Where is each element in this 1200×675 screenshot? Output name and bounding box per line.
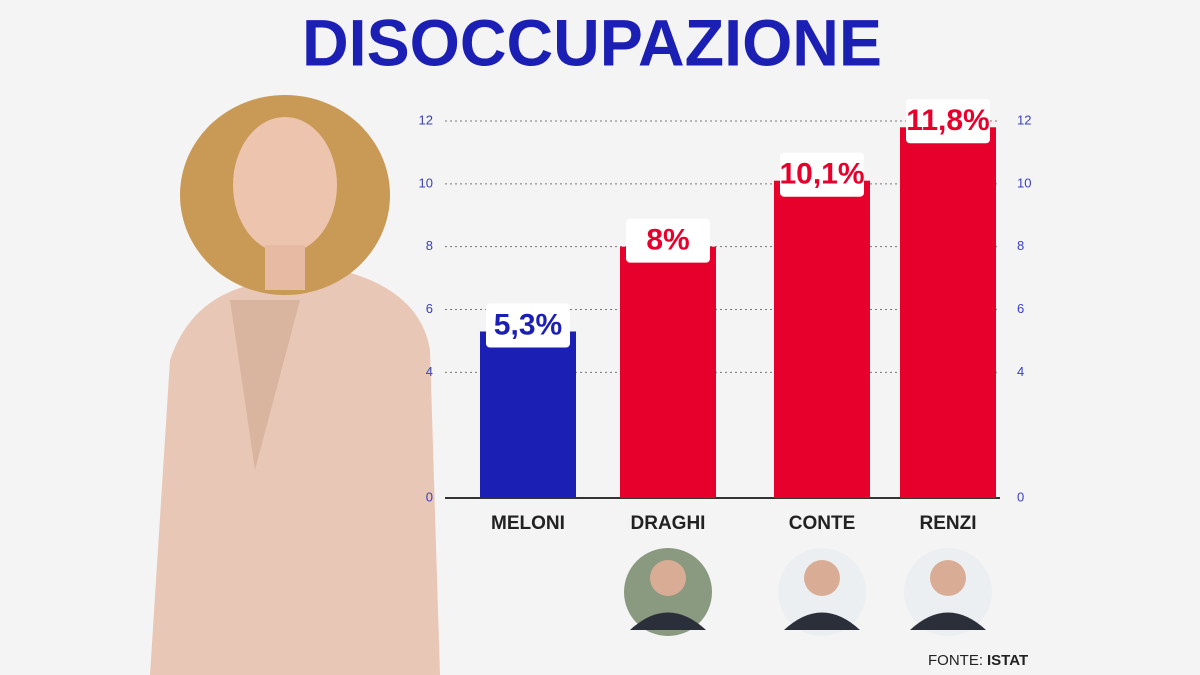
- value-label-box: [906, 99, 990, 144]
- source: ISTAT: [987, 652, 1028, 669]
- portrait-icons: [624, 548, 992, 636]
- y-tick-label: 0: [426, 489, 433, 504]
- y2-tick-label: 8: [1017, 238, 1024, 253]
- bar: [620, 246, 716, 498]
- chart-title: DISOCCUPAZIONE: [302, 5, 882, 79]
- x-tick-label: MELONI: [491, 513, 565, 534]
- y2-tick-label: 0: [1017, 489, 1024, 504]
- x-tick-label: RENZI: [920, 513, 977, 534]
- source-label: FONTE:: [928, 652, 983, 669]
- value-label: 5,3%: [494, 308, 562, 341]
- value-label: 10,1%: [779, 158, 864, 191]
- value-label: 11,8%: [906, 104, 989, 137]
- y2-tick-label: 12: [1017, 112, 1031, 127]
- value-label-box: [780, 152, 864, 197]
- y-tick-label: 6: [426, 301, 433, 316]
- value-label-box: [486, 303, 570, 348]
- y-tick-label: 12: [419, 112, 433, 127]
- x-tick-label: DRAGHI: [631, 513, 706, 534]
- value-label: 8%: [646, 224, 689, 257]
- bar: [774, 180, 870, 499]
- y-tick-label: 8: [426, 238, 433, 253]
- y-tick-label: 4: [426, 364, 433, 379]
- value-label-box: [626, 218, 710, 263]
- bar: [480, 331, 576, 498]
- y-tick-label: 10: [419, 175, 433, 190]
- y2-tick-label: 10: [1017, 175, 1031, 190]
- y2-tick-label: 4: [1017, 364, 1024, 379]
- x-tick-label: CONTE: [789, 513, 856, 534]
- y2-tick-label: 6: [1017, 301, 1024, 316]
- portrait: [150, 95, 440, 675]
- bar: [900, 127, 996, 499]
